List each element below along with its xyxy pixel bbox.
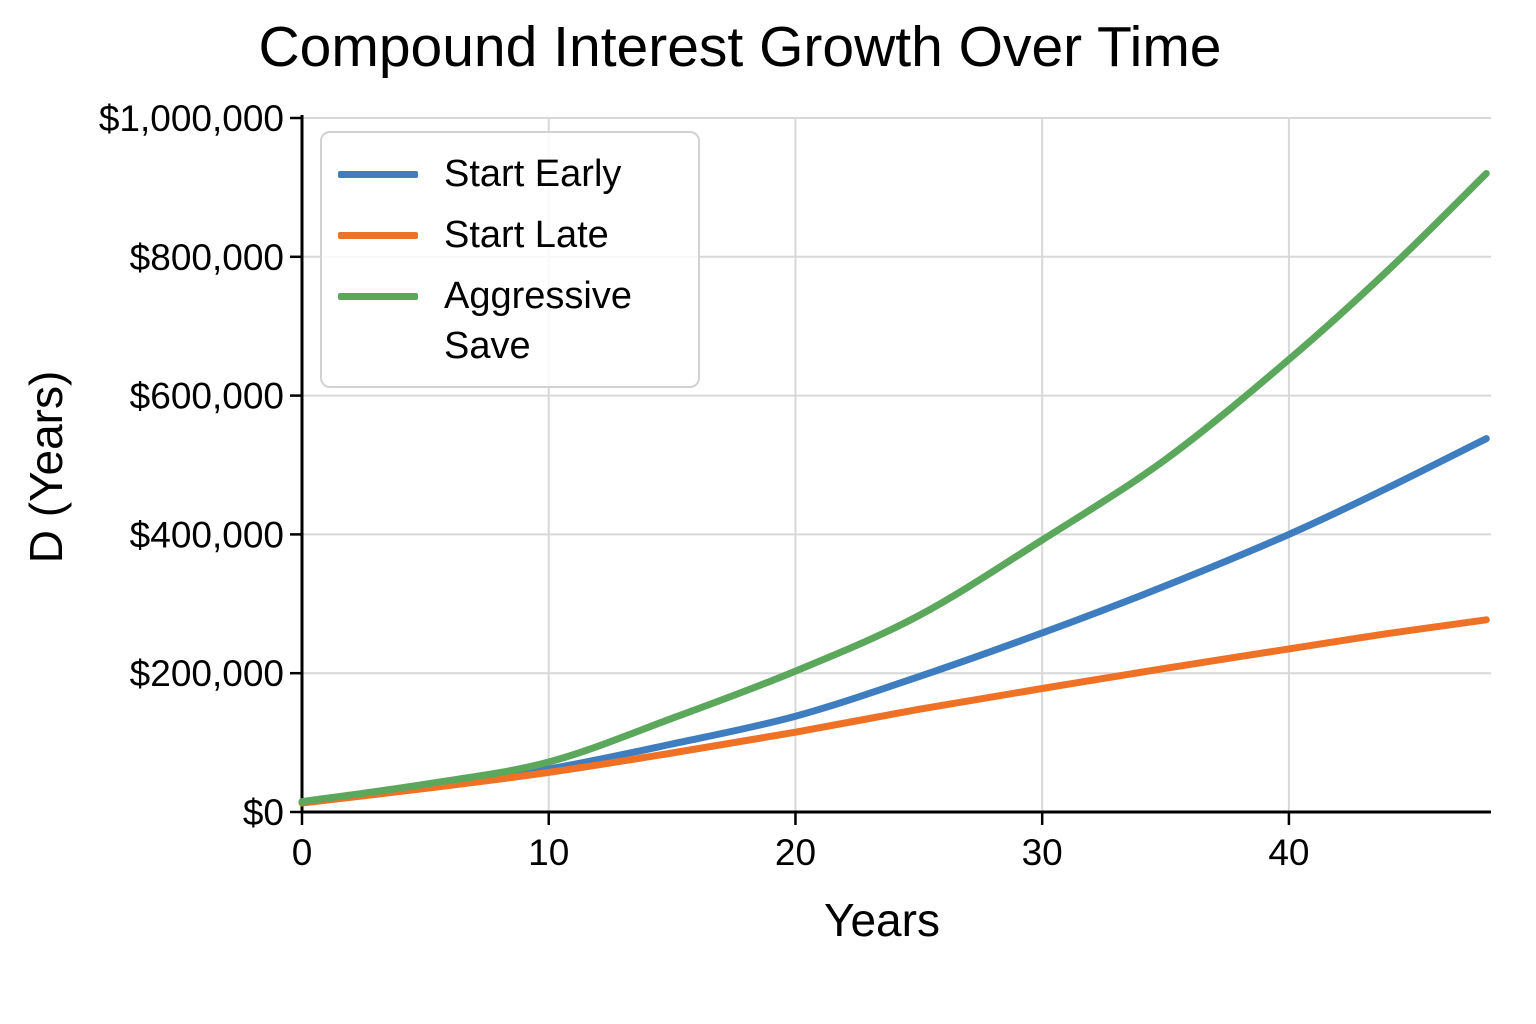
x-tick-label: 40 xyxy=(1268,832,1309,873)
series-line-start-early xyxy=(298,435,1490,806)
legend-swatch-aggressive-save xyxy=(338,293,418,301)
chart-title: Compound Interest Growth Over Time xyxy=(258,15,1222,79)
legend-swatch-start-early xyxy=(338,171,418,178)
legend-item-aggressive-save: Aggressive Save xyxy=(338,271,680,371)
y-tick-label: $1,000,000 xyxy=(99,98,284,139)
y-tick-label: $200,000 xyxy=(130,653,284,694)
x-tick-label: 20 xyxy=(775,832,816,873)
x-tick-label: 0 xyxy=(292,832,313,873)
legend-item-start-early: Start Early xyxy=(338,149,680,199)
legend: Start Early Start Late Aggressive Save xyxy=(320,131,700,388)
x-tick-label: 10 xyxy=(528,832,569,873)
y-tick-label: $0 xyxy=(243,792,284,833)
series-line-start-late xyxy=(298,616,1490,807)
legend-item-start-late: Start Late xyxy=(338,210,680,260)
y-tick-label: $400,000 xyxy=(130,514,284,555)
legend-item-label: Start Early xyxy=(444,153,622,195)
legend-swatch-start-late xyxy=(338,232,418,240)
x-axis-label: Years xyxy=(824,894,940,946)
legend-item-label: Start Late xyxy=(444,214,609,257)
x-tick-label: 30 xyxy=(1022,832,1063,873)
series-line-aggressive-save xyxy=(298,170,1490,806)
y-tick-label: $800,000 xyxy=(130,237,284,278)
y-tick-label: $600,000 xyxy=(130,376,284,417)
legend-item-label: Aggressive Save xyxy=(444,275,632,368)
